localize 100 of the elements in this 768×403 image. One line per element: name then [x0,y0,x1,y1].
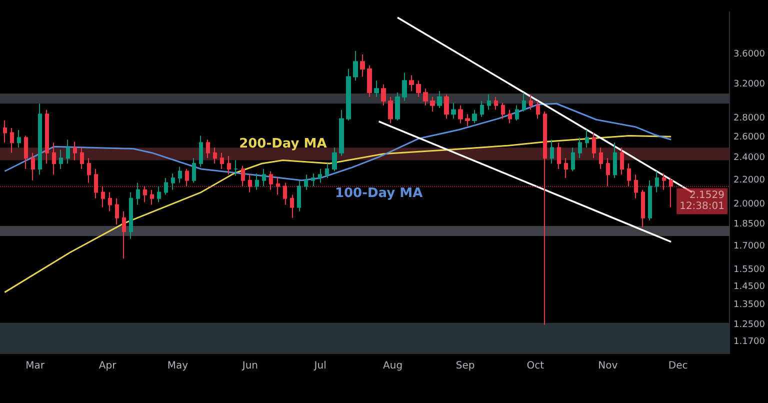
candlestick [171,172,175,190]
candlestick [367,64,372,98]
candlestick [571,147,575,172]
y-tick-label: 1.1700 [734,336,766,347]
candlestick [501,102,505,120]
x-tick-label: May [167,360,188,372]
candlestick [465,114,470,127]
y-tick-label: 2.8000 [734,114,766,124]
y-tick-label: 3.2000 [734,80,766,90]
candlestick [613,142,617,179]
candlestick [374,80,379,98]
candlestick [360,54,365,78]
y-tick-label: 1.3500 [734,300,766,310]
candlestick [395,92,400,122]
candlestick [80,147,84,170]
y-tick-label: 2.4000 [734,153,766,164]
candlestick [641,189,645,228]
series-label: 200-Day MA [239,136,327,152]
candlestick [17,129,21,148]
candlestick [87,158,91,184]
candlestick [304,174,308,190]
candlestick [10,128,14,154]
candlestick [38,103,42,176]
candlestick [339,109,344,156]
candlestick [269,170,273,190]
y-tick-label: 3.6000 [734,49,766,60]
candlestick [669,178,673,208]
candlestick [73,141,77,161]
x-tick-label: Jul [313,360,326,372]
candlestick [381,84,386,106]
candlestick [529,94,533,110]
candlestick [213,147,217,164]
candlestick [655,170,659,193]
candlestick [129,192,133,240]
candlestick [108,192,112,212]
candlestick [472,109,477,124]
y-tick-label: 1.8500 [734,220,766,230]
candlestick [150,189,154,206]
candlestick [3,120,7,144]
candlestick [487,94,491,110]
series-label: 100-Day MA [334,186,423,202]
candlestick [430,96,435,112]
candlestick [234,160,238,176]
x-tick-label: Aug [383,360,403,372]
candlestick [634,174,638,199]
y-tick-label: 2.0000 [734,200,766,210]
candlestick [353,50,358,82]
candlestick [24,135,28,170]
x-tick-label: Sep [456,360,475,372]
candlestick [592,132,596,159]
candlestick [192,158,196,184]
x-tick-label: Jun [241,360,258,372]
x-tick-label: Dec [668,360,688,372]
candlestick [227,156,231,176]
annotation: 12:38:01 [680,201,725,212]
candlestick [45,109,49,164]
candlestick [627,163,631,187]
candlestick [206,139,210,159]
candlestick [451,102,456,120]
candlestick [444,94,449,120]
candlestick [59,149,63,170]
candlestick [648,180,652,222]
candlestick [325,163,329,179]
candlestick [255,172,259,190]
candlestick [311,172,315,187]
candlestick [346,68,351,122]
candlestick [332,147,337,172]
candlestick [599,147,603,170]
candlestick [262,168,266,187]
candlestick [437,90,442,108]
candlestick [164,178,168,196]
candlestick [578,137,582,159]
y-tick-label: 2.6000 [734,132,766,143]
ref-line-label: 2.1529 [690,190,725,202]
candlestick [543,111,547,326]
candlestick [536,100,540,120]
candlestick [248,174,252,193]
candlestick [550,139,554,164]
y-tick-label: 1.4500 [734,282,766,292]
candlestick [52,142,56,176]
candlestick [662,172,666,190]
candlestick [557,142,561,170]
candlestick [585,129,589,148]
candlestick [564,158,568,179]
candlestick [136,182,140,206]
candlestick [620,147,624,176]
candlestick [409,74,414,92]
x-tick-label: Nov [598,360,618,372]
x-tick-label: Apr [98,360,118,372]
candlestick [522,92,526,112]
candlestick [220,152,224,170]
candlestick [94,168,98,199]
candlestick [185,168,189,187]
candlestick [416,80,421,98]
candlestick [515,104,519,122]
candlestick [178,166,182,184]
candlestick [66,139,70,164]
candlestick [297,180,301,212]
x-tick-label: Oct [526,360,544,372]
y-tick-label: 1.7000 [734,241,766,252]
